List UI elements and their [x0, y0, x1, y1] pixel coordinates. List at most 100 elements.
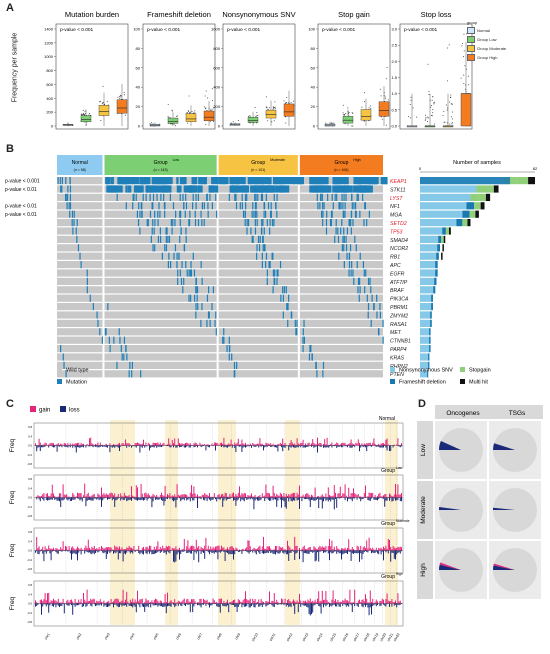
loss-bar	[113, 445, 114, 447]
loss-bar	[248, 445, 250, 447]
box-2	[360, 109, 372, 121]
gain-bar	[165, 602, 167, 604]
row-sup: Moderate	[396, 519, 410, 523]
loss-bar	[361, 550, 363, 560]
loss-bar	[115, 497, 117, 501]
data-point	[342, 104, 344, 106]
gain-bar	[170, 600, 172, 604]
gain-bar	[319, 545, 321, 551]
gain-bar	[186, 442, 188, 446]
loss-bar	[209, 550, 210, 555]
wildtype-cell	[218, 294, 298, 302]
loss-bar	[207, 550, 209, 553]
mutation-cell	[180, 227, 182, 235]
gain-bar	[225, 549, 227, 551]
gain-bar	[126, 591, 128, 604]
legend-label: Multi hit	[469, 380, 488, 386]
loss-bar	[239, 445, 240, 447]
data-point	[204, 95, 206, 97]
data-point	[273, 106, 275, 108]
mutation-cell	[250, 227, 252, 235]
loss-bar	[169, 497, 171, 500]
gain-bar	[291, 493, 293, 498]
gain-bar	[385, 493, 387, 498]
loss-bar	[91, 603, 93, 607]
mutation-cell	[272, 252, 274, 260]
gain-bar	[45, 548, 47, 551]
loss-bar	[359, 497, 360, 499]
loss-bar	[326, 497, 328, 500]
loss-bar	[290, 497, 292, 502]
chr-label: chr14	[316, 632, 324, 642]
gain-bar	[77, 602, 78, 604]
mutation-cell	[255, 193, 257, 201]
gain-bar	[331, 540, 333, 551]
mutation-cell	[351, 193, 353, 201]
loss-bar	[135, 603, 137, 613]
loss-bar	[135, 497, 137, 501]
gain-bar	[65, 495, 66, 498]
gain-bar	[398, 601, 400, 604]
mutation-cell	[245, 202, 247, 210]
loss-bar	[264, 603, 266, 605]
loss-bar	[63, 497, 65, 500]
gain-bar	[289, 495, 291, 498]
gain-bar	[347, 547, 348, 551]
mutation-cell	[169, 193, 171, 201]
loss-bar	[139, 445, 141, 453]
gain-bar	[277, 443, 279, 446]
gain-bar	[182, 599, 184, 604]
gain-bar	[395, 483, 396, 498]
chr-label: chr21	[386, 632, 394, 642]
data-point	[427, 121, 429, 123]
loss-bar	[377, 497, 378, 501]
mutation-cell	[89, 294, 91, 302]
loss-bar	[177, 603, 179, 607]
loss-bar	[211, 497, 213, 500]
legend-label: Frameshift deletion	[399, 380, 446, 386]
loss-bar	[102, 550, 104, 553]
gain-bar	[266, 601, 268, 604]
loss-bar	[186, 603, 188, 605]
loss-bar	[354, 445, 356, 447]
gain-bar	[266, 492, 268, 498]
loss-bar	[381, 497, 383, 499]
gain-bar	[221, 598, 222, 604]
gain-bar	[157, 600, 159, 604]
loss-bar	[108, 550, 110, 552]
data-point	[212, 121, 214, 123]
loss-bar	[104, 603, 106, 606]
loss-bar	[269, 603, 270, 605]
gain-bar	[351, 443, 353, 446]
mutation-cell	[246, 185, 250, 193]
gain-bar	[308, 495, 310, 498]
mutation-cell	[261, 227, 263, 235]
mutation-cell	[253, 210, 255, 218]
loss-bar	[153, 550, 155, 555]
wildtype-cell	[299, 210, 383, 218]
loss-bar	[72, 550, 74, 554]
loss-bar	[109, 603, 111, 606]
wildtype-cell	[104, 328, 217, 336]
loss-bar	[374, 550, 376, 553]
panel-b-label: B	[6, 143, 14, 155]
gain-bar	[278, 495, 280, 498]
mutation-cell	[120, 345, 122, 353]
gain-bar	[42, 444, 44, 446]
loss-bar	[371, 445, 372, 447]
gain-bar	[152, 493, 154, 498]
loss-bar	[175, 550, 177, 562]
gain-bar	[134, 599, 136, 604]
loss-bar	[371, 603, 372, 615]
loss-bar	[48, 603, 50, 613]
loss-bar	[98, 550, 100, 552]
gain-bar	[305, 549, 306, 551]
gain-bar	[74, 496, 76, 498]
gain-bar	[48, 545, 50, 551]
gain-bar	[333, 546, 335, 551]
mutation-cell	[374, 177, 379, 185]
gain-bar	[171, 439, 173, 446]
gain-bar	[242, 548, 244, 551]
data-point	[409, 103, 411, 105]
gain-bar	[351, 493, 353, 498]
